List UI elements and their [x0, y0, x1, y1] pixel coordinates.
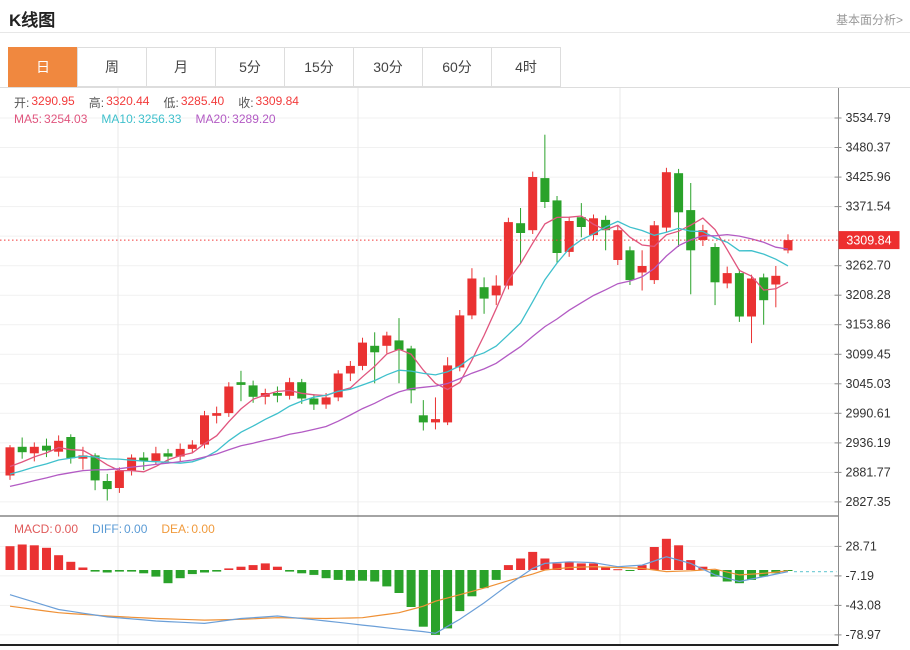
- diff-line: [9, 556, 789, 634]
- axis-label: -43.08: [846, 598, 881, 612]
- axis-label: 3371.54: [846, 200, 891, 214]
- ma5-line: [9, 215, 789, 473]
- macd-histogram: [5, 538, 793, 635]
- axis-label: 3425.96: [846, 170, 891, 184]
- axis-label: 3534.79: [846, 111, 891, 125]
- tab-4[interactable]: 15分: [284, 47, 354, 87]
- axis-label: 2990.61: [846, 406, 891, 420]
- ma10-line: [9, 220, 789, 475]
- tab-7[interactable]: 4时: [491, 47, 561, 87]
- axis-label: 3153.86: [846, 318, 891, 332]
- axis-label: 3045.03: [846, 377, 891, 391]
- tab-2[interactable]: 月: [146, 47, 216, 87]
- axis-label: -78.97: [846, 628, 881, 642]
- dea-line: [9, 566, 789, 621]
- kline-chart-svg[interactable]: 3534.79 3480.37 3425.96 3371.54 3262.70 3208.…: [0, 88, 910, 650]
- page-header: K线图 基本面分析>: [0, 0, 910, 33]
- grid-layer: [0, 88, 839, 645]
- axis-label: 2936.19: [846, 436, 891, 450]
- current-price-badge: 3309.84: [838, 231, 900, 250]
- current-price-badge-value: 3309.84: [846, 233, 891, 247]
- frame-layer: [0, 88, 839, 646]
- tab-6[interactable]: 60分: [422, 47, 492, 87]
- tab-1[interactable]: 周: [77, 47, 147, 87]
- kline-chart-area: 开: 3290.95 高: 3320.44 低: 3285.40 收: 3309.84 MA5…: [0, 88, 910, 650]
- axis-label: -7.19: [846, 569, 875, 583]
- tab-bar: 日周月 5分 15分 30分 60分 4时: [8, 47, 561, 87]
- price-axis-labels: 3534.79 3480.37 3425.96 3371.54 3262.70 3208.…: [834, 111, 891, 642]
- axis-label: 3480.37: [846, 141, 891, 155]
- ma20-line: [9, 233, 789, 488]
- tab-5[interactable]: 30分: [353, 47, 423, 87]
- tab-3[interactable]: 5分: [215, 47, 285, 87]
- axis-label: 3099.45: [846, 347, 891, 361]
- axis-label: 3208.28: [846, 288, 891, 302]
- tab-0[interactable]: 日: [8, 47, 78, 87]
- axis-label: 28.71: [846, 539, 877, 553]
- fundamental-analysis-link[interactable]: 基本面分析>: [835, 13, 903, 27]
- axis-label: 2827.35: [846, 495, 891, 509]
- axis-label: 3262.70: [846, 259, 891, 273]
- axis-label: 2881.77: [846, 465, 891, 479]
- tab-baseline-divider: [0, 87, 910, 88]
- candles-layer: [5, 134, 793, 501]
- page-title: K线图: [9, 11, 56, 30]
